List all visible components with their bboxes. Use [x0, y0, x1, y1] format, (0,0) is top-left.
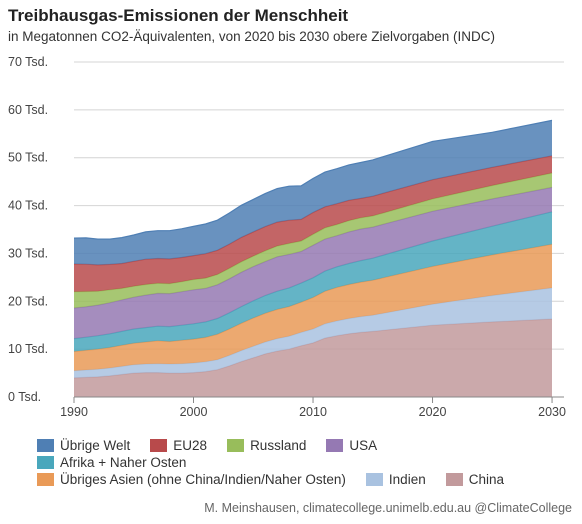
legend-item: USA — [326, 438, 377, 453]
x-tick-label: 2000 — [180, 405, 208, 419]
area-china — [74, 319, 552, 397]
source-credit: M. Meinshausen, climatecollege.unimelb.e… — [204, 501, 572, 515]
y-tick-label: 50 Tsd. — [8, 151, 48, 165]
chart-title: Treibhausgas-Emissionen der Menschheit — [8, 6, 349, 25]
legend: Übrige Welt EU28 Russland USA Afrika + Naher… — [37, 437, 577, 488]
legend-label: Übrige Welt — [60, 438, 131, 453]
area-brige-welt — [74, 120, 552, 265]
x-tick-label: 1990 — [60, 405, 88, 419]
legend-label: Russland — [250, 438, 307, 453]
x-tick-label: 2010 — [299, 405, 327, 419]
legend-swatch — [227, 439, 245, 452]
legend-item: Übriges Asien (ohne China/Indien/Naher O… — [37, 472, 346, 487]
axes: 0 Tsd. 10 Tsd. 20 Tsd. 30 Tsd. 40 Tsd. 50 Tsd… — [8, 55, 566, 419]
y-tick-label: 10 Tsd. — [8, 342, 48, 356]
area-line-brige-welt — [73, 119, 553, 240]
chart-subtitle: in Megatonnen CO2-Äquivalenten, von 2020… — [8, 29, 496, 44]
y-tick-label: 70 Tsd. — [8, 55, 48, 69]
x-tick-label: 2030 — [538, 405, 566, 419]
area-afrika-naher-osten — [74, 211, 552, 352]
x-tick-label: 2020 — [419, 405, 447, 419]
legend-swatch — [37, 456, 54, 469]
legend-label: Übriges Asien (ohne China/Indien/Naher O… — [60, 472, 346, 487]
legend-swatch — [445, 473, 463, 486]
legend-item: Übrige Welt — [37, 438, 130, 453]
legend-item: EU28 — [150, 438, 207, 453]
area-indien — [74, 287, 552, 378]
legend-label: EU28 — [173, 438, 208, 453]
legend-label: China — [468, 472, 504, 487]
y-tick-label: 30 Tsd. — [8, 246, 48, 260]
area-series — [73, 119, 553, 397]
legend-swatch — [37, 439, 54, 452]
y-tick-label: 20 Tsd. — [8, 294, 48, 308]
stacked-area-chart: 0 Tsd. 10 Tsd. 20 Tsd. 30 Tsd. 40 Tsd. 50 Tsd… — [8, 55, 566, 419]
legend-swatch — [37, 473, 54, 486]
y-tick-label: 60 Tsd. — [8, 103, 48, 117]
legend-row: Übrige Welt EU28 Russland USA — [37, 437, 577, 454]
area-russland — [74, 173, 552, 308]
legend-swatch — [365, 473, 383, 486]
legend-item: Indien — [365, 472, 426, 487]
legend-item: Afrika + Naher Osten — [37, 455, 186, 470]
y-tick-label: 0 Tsd. — [8, 390, 41, 404]
area-usa — [74, 187, 552, 339]
legend-row: Afrika + Naher Osten — [37, 454, 577, 471]
legend-item: Russland — [227, 438, 306, 453]
legend-swatch — [326, 439, 344, 452]
legend-label: Afrika + Naher Osten — [60, 455, 187, 470]
legend-row: Übriges Asien (ohne China/Indien/Naher O… — [37, 471, 577, 488]
legend-label: Indien — [388, 472, 426, 487]
area-eu28 — [74, 155, 552, 292]
y-tick-label: 40 Tsd. — [8, 199, 48, 213]
legend-item: China — [445, 472, 504, 487]
legend-swatch — [150, 439, 168, 452]
legend-label: USA — [349, 438, 378, 453]
